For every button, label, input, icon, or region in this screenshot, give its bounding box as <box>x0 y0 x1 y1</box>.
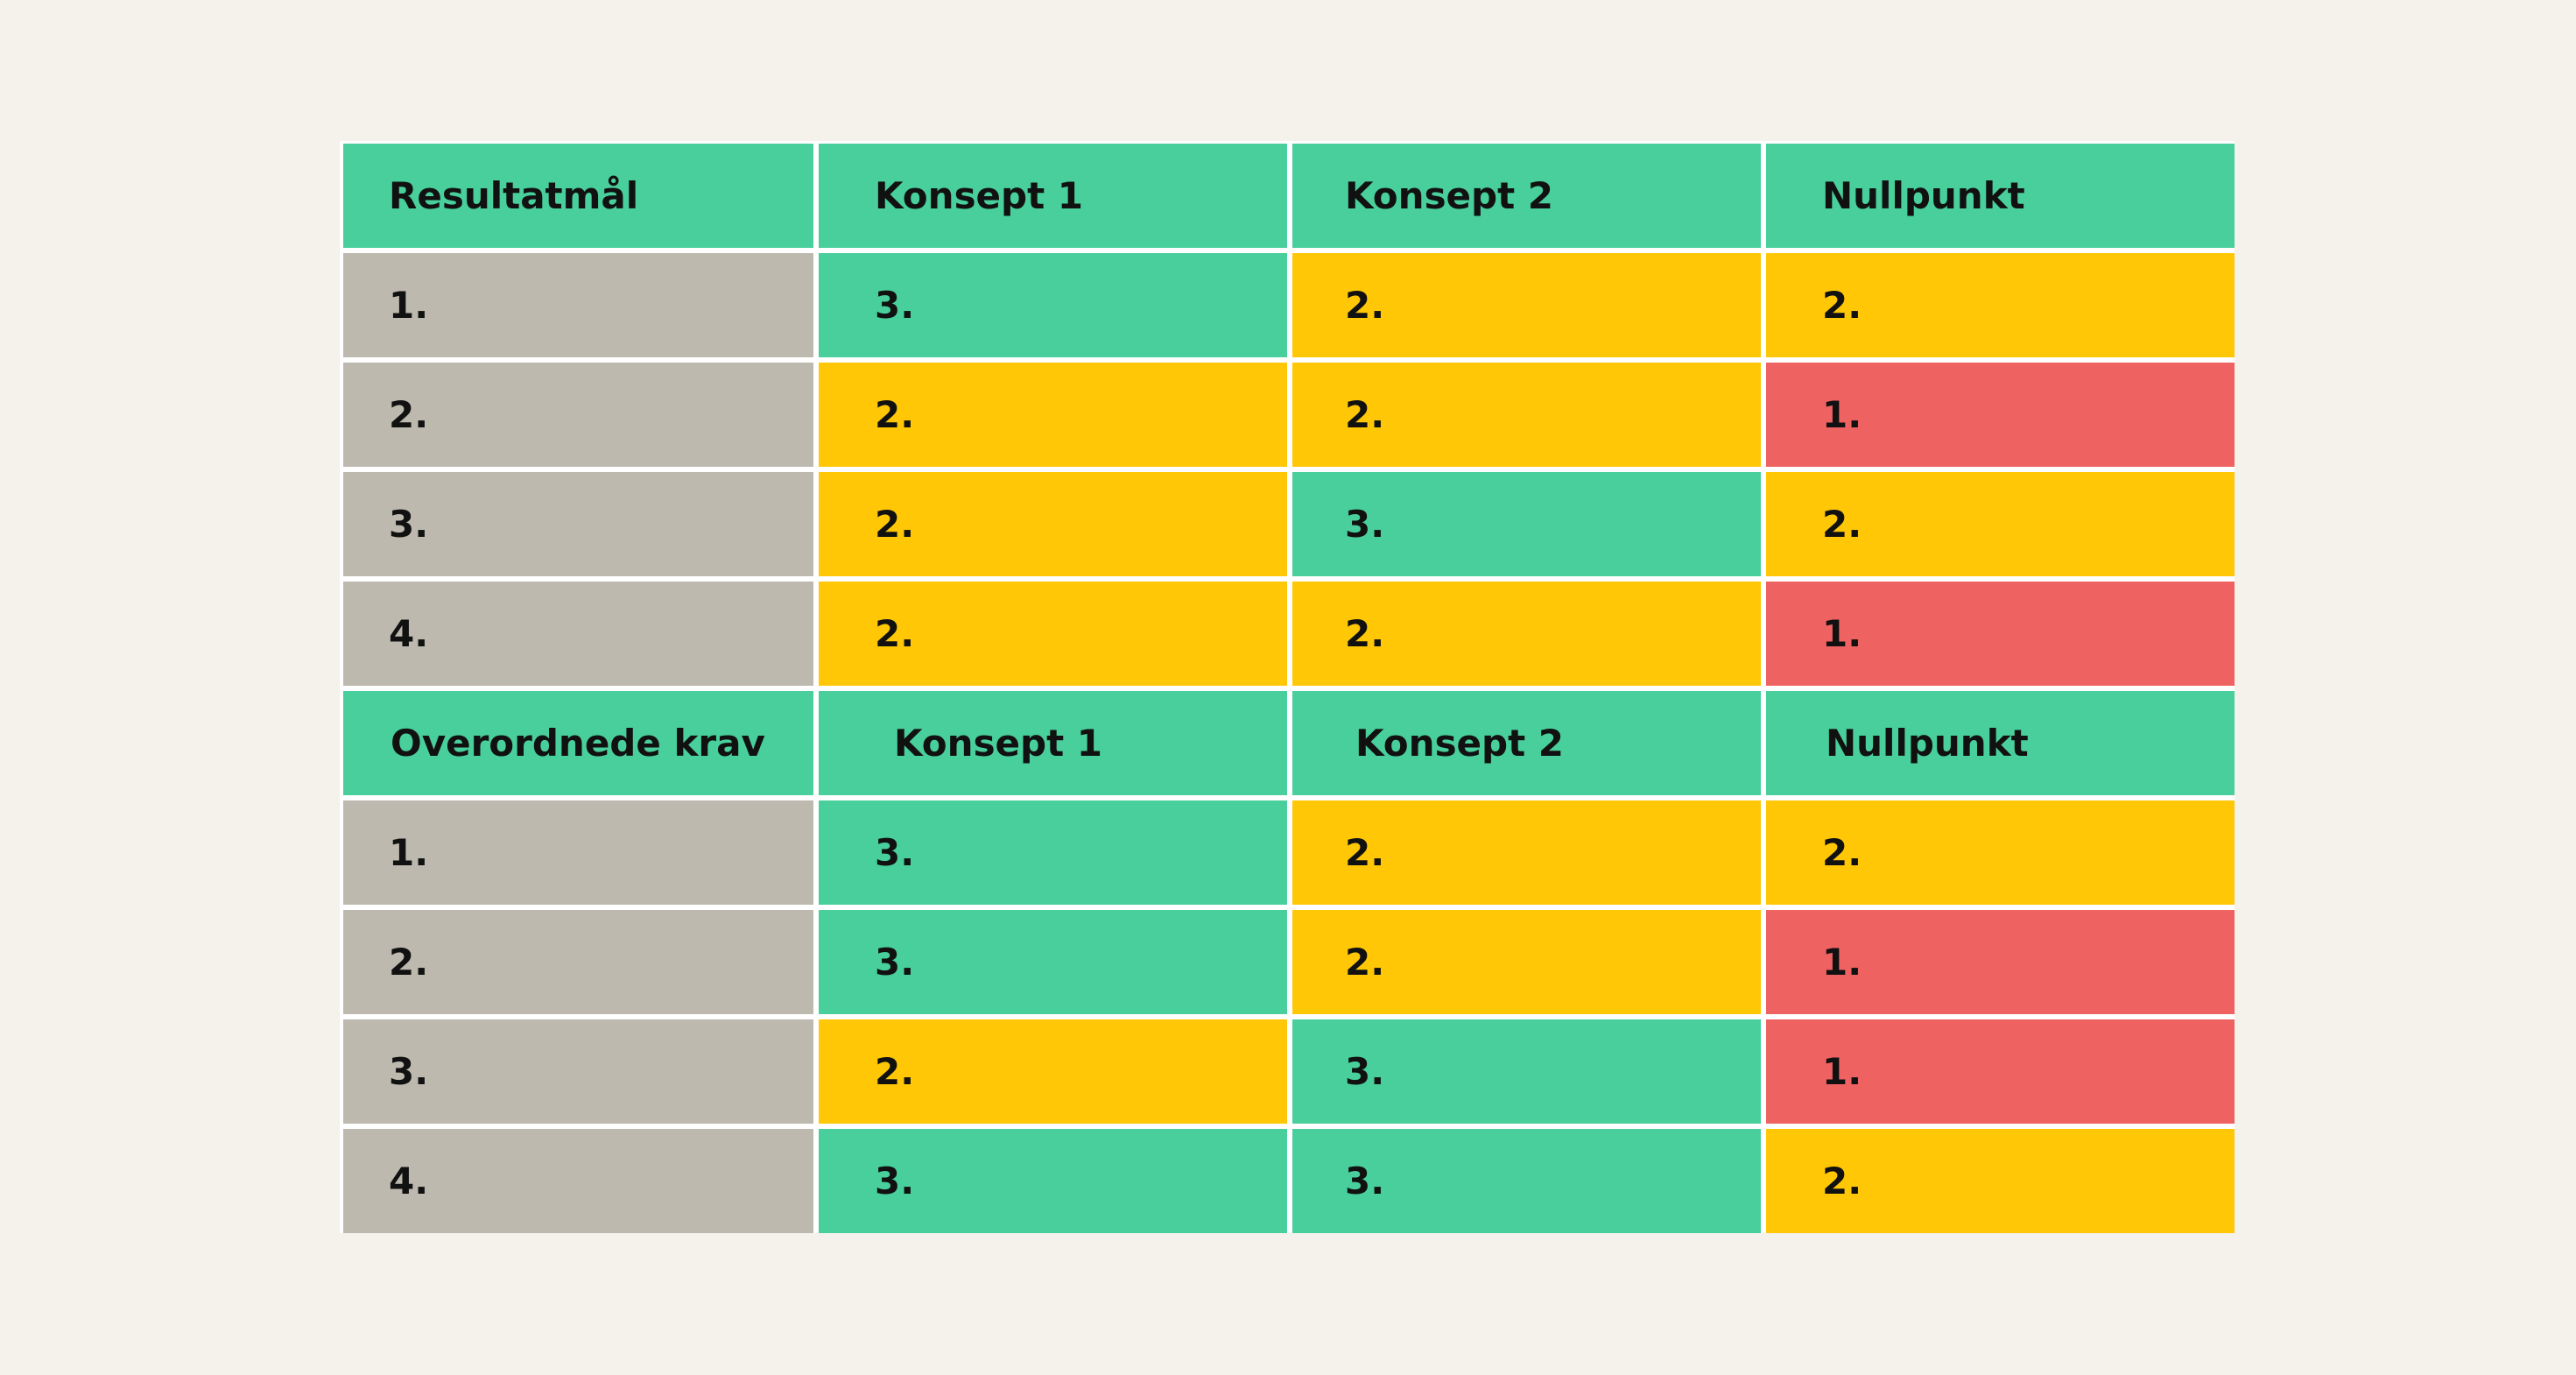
score-cell: 3. <box>1292 472 1761 576</box>
header-overordnede-krav: Overordnede krav <box>343 691 813 795</box>
score-cell: 2. <box>1766 800 2235 905</box>
score-cell: 1. <box>1766 1019 2235 1124</box>
row-label: 1. <box>343 253 813 357</box>
header-nullpunkt: Nullpunkt <box>1766 144 2235 248</box>
score-cell: 2. <box>1292 253 1761 357</box>
score-cell: 2. <box>1766 472 2235 576</box>
score-cell: 1. <box>1766 363 2235 467</box>
score-cell: 2. <box>1292 363 1761 467</box>
score-cell: 3. <box>1292 1019 1761 1124</box>
score-cell: 2. <box>819 582 1287 686</box>
row-label: 3. <box>343 1019 813 1124</box>
row-label: 2. <box>343 910 813 1014</box>
score-cell: 2. <box>1292 910 1761 1014</box>
score-cell: 3. <box>819 910 1287 1014</box>
score-cell: 2. <box>819 472 1287 576</box>
row-label: 4. <box>343 1129 813 1233</box>
header-resultatmal: Resultatmål <box>343 144 813 248</box>
score-cell: 2. <box>1292 582 1761 686</box>
evaluation-table: Resultatmål Konsept 1 Konsept 2 Nullpunk… <box>340 141 2235 1233</box>
score-cell: 3. <box>819 253 1287 357</box>
score-cell: 2. <box>1766 1129 2235 1233</box>
row-label: 3. <box>343 472 813 576</box>
score-cell: 3. <box>1292 1129 1761 1233</box>
score-cell: 3. <box>819 1129 1287 1233</box>
header-konsept-2: Konsept 2 <box>1292 144 1761 248</box>
header-nullpunkt: Nullpunkt <box>1766 691 2235 795</box>
row-label: 2. <box>343 363 813 467</box>
score-cell: 2. <box>1292 800 1761 905</box>
score-cell: 1. <box>1766 582 2235 686</box>
header-konsept-1: Konsept 1 <box>819 144 1287 248</box>
score-cell: 3. <box>819 800 1287 905</box>
score-cell: 2. <box>819 363 1287 467</box>
header-konsept-1: Konsept 1 <box>819 691 1287 795</box>
score-cell: 2. <box>1766 253 2235 357</box>
header-konsept-2: Konsept 2 <box>1292 691 1761 795</box>
score-cell: 1. <box>1766 910 2235 1014</box>
row-label: 1. <box>343 800 813 905</box>
score-cell: 2. <box>819 1019 1287 1124</box>
row-label: 4. <box>343 582 813 686</box>
